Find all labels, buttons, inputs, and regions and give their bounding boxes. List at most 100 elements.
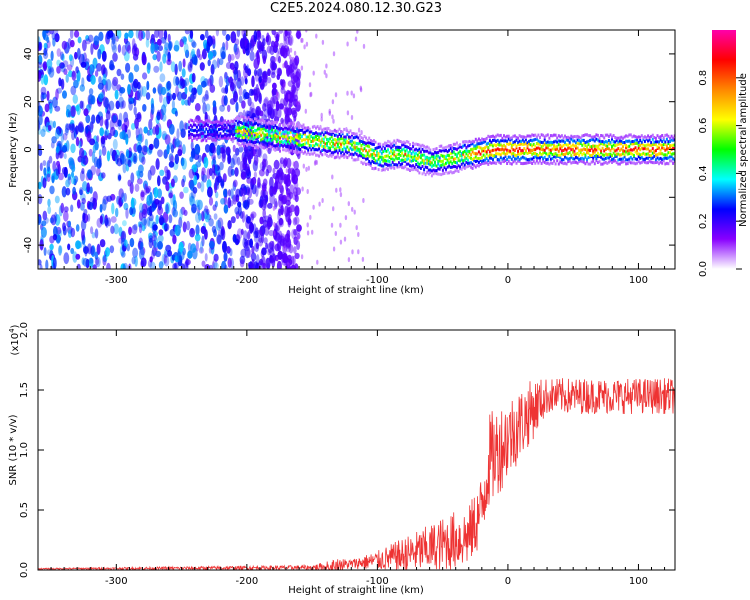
spectrogram-cell (357, 249, 360, 255)
spectrogram-cell (208, 168, 213, 176)
spectrogram-cell (310, 135, 313, 138)
spectrogram-cell (192, 136, 195, 140)
spectrogram-cell (308, 133, 311, 137)
spectrogram-cell (667, 134, 670, 138)
spectrogram-cell (615, 152, 618, 156)
spectrogram-cell (105, 79, 112, 91)
spectrogram-cell (620, 160, 623, 164)
spectrogram-cell (321, 149, 324, 152)
spectrogram-cell (631, 135, 634, 139)
spectrogram-cell (302, 163, 305, 169)
spectrogram-cell (159, 169, 165, 176)
spectrogram-cell (620, 147, 623, 151)
spectrogram-cell (346, 151, 349, 155)
spectrogram-cell (320, 112, 323, 118)
spectrogram-cell (216, 130, 219, 134)
spectrogram-cell (667, 140, 670, 144)
y-tick-label: 40 (23, 48, 34, 61)
spectrogram-cell (531, 133, 534, 137)
spectrogram-cell (529, 160, 532, 164)
y-tick-label: 20 (23, 95, 34, 108)
spectrogram-cell (488, 150, 491, 154)
spectrogram-cell (579, 136, 582, 140)
spectrogram-cell (662, 143, 665, 147)
spectrogram-cell (434, 150, 436, 154)
spectrogram-cell (640, 134, 643, 138)
spectrogram-cell (396, 163, 399, 167)
spectrogram-cell (456, 153, 458, 157)
spectrogram-cell (274, 232, 280, 242)
spectrogram-cell (507, 137, 510, 141)
spectrogram-cell (440, 159, 443, 163)
spectrogram-cell (183, 43, 189, 54)
spectrogram-cell (198, 213, 202, 221)
spectrogram-cell (168, 214, 173, 224)
spectrogram-cell (429, 171, 432, 174)
spectrogram-cell (435, 169, 438, 173)
spectrogram-cell (146, 62, 151, 74)
spectrogram-cell (623, 159, 626, 163)
spectrogram-cell (258, 120, 261, 124)
spectrogram-cell (429, 168, 432, 172)
spectrogram-cell (206, 208, 210, 215)
spectrogram-cell (246, 231, 251, 240)
spectrogram-cell (664, 156, 667, 160)
spectrogram-cell (553, 152, 556, 156)
spectrogram-cell (393, 166, 396, 170)
spectrogram-cell (532, 133, 535, 137)
spectrogram-cell (227, 123, 230, 127)
spectrogram-cell (383, 168, 386, 172)
spectrogram-cell (292, 161, 295, 167)
spectrogram-cell (253, 117, 256, 121)
spectrogram-cell (197, 136, 200, 140)
spectrogram-cell (263, 73, 268, 83)
spectrogram-cell (493, 148, 496, 152)
spectrogram-cell (415, 159, 418, 162)
spectrogram-cell (473, 158, 476, 162)
spectrogram-cell (329, 142, 332, 146)
spectrogram-cell (93, 35, 100, 46)
spectrogram-cell (223, 95, 228, 106)
spectrogram-cell (343, 127, 346, 131)
spectrogram-cell (529, 157, 532, 161)
spectrogram-cell (526, 144, 529, 148)
spectrogram-cell (275, 144, 278, 148)
spectrogram-cell (296, 127, 299, 131)
spectrogram-cell (634, 162, 637, 166)
spectrogram-cell (249, 121, 252, 125)
spectrogram-cell (272, 167, 276, 174)
spectrogram-cell (670, 138, 673, 142)
spectrogram-cell (410, 155, 413, 159)
spectrogram-cell (416, 161, 419, 165)
spectrogram-cell (81, 77, 85, 87)
spectrogram-cell (207, 78, 212, 87)
spectrogram-cell (664, 153, 667, 157)
spectrogram-cell (387, 163, 389, 167)
spectrogram-cell (466, 158, 469, 162)
spectrogram-cell (564, 134, 566, 138)
spectrogram-cell (192, 123, 195, 127)
spectrogram-cell (670, 134, 673, 138)
spectrogram-cell (557, 134, 560, 138)
spectrogram-cell (503, 143, 505, 147)
spectrogram-cell (639, 148, 642, 152)
spectrogram-cell (285, 168, 289, 174)
spectrogram-cell (512, 143, 515, 147)
spectrogram-cell (582, 142, 585, 146)
spectrogram-cell (222, 129, 225, 133)
spectrogram-cell (413, 148, 416, 152)
spectrogram-cell (140, 191, 145, 198)
spectrogram-cell (88, 88, 94, 96)
spectrogram-cell (379, 145, 382, 149)
spectrogram-cell (568, 151, 571, 154)
spectrogram-cell (642, 151, 645, 155)
spectrogram-cell (415, 142, 418, 146)
spectrogram-cell (440, 153, 443, 157)
spectrogram-cell (237, 201, 242, 208)
spectrogram-cell (488, 160, 491, 164)
spectrogram-cell (267, 100, 273, 112)
spectrogram-cell (271, 94, 277, 105)
spectrogram-cell (490, 140, 493, 144)
spectrogram-cell (549, 151, 552, 155)
spectrogram-cell (211, 121, 214, 125)
